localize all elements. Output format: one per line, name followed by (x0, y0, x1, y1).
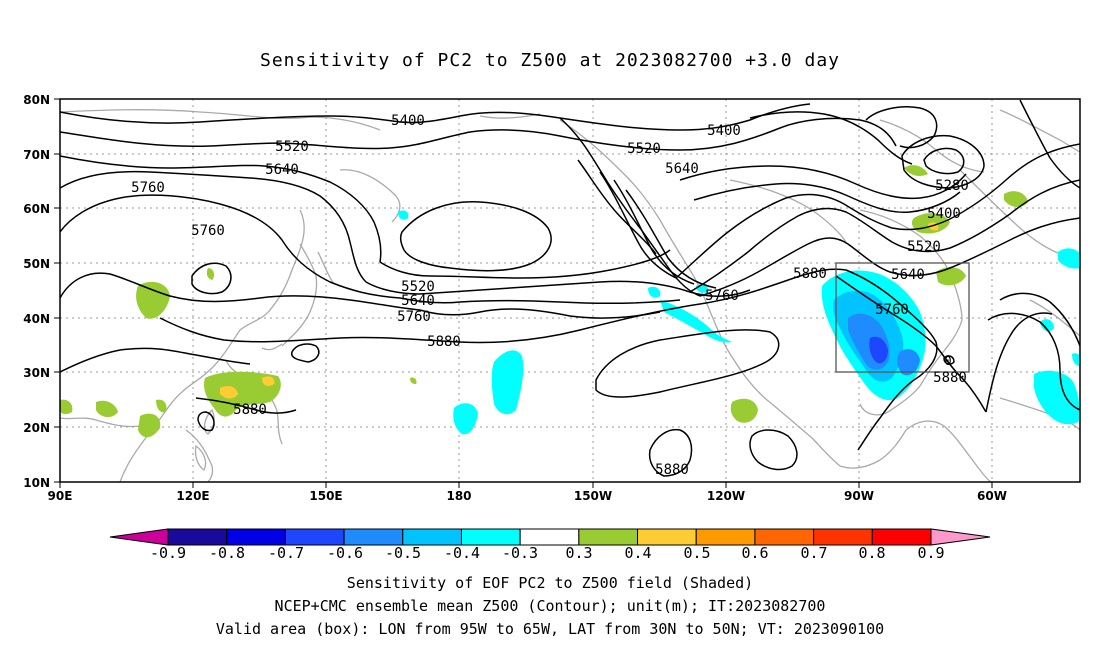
colorbar-label: 0.9 (917, 544, 944, 562)
colorbar-label: -0.7 (268, 544, 304, 562)
lat-tick-label: 50N (23, 257, 50, 271)
colorbar-swatch (695, 528, 756, 546)
footer-valid-area: Valid area (box): LON from 95W to 65W, L… (215, 620, 885, 638)
contour-label-layer: 5400 5400 5520 5520 5640 5640 5760 5760 … (131, 113, 969, 478)
contour-label: 5520 (401, 279, 435, 295)
colorbar-swatch (519, 528, 580, 546)
contour-label: 5640 (665, 161, 699, 177)
footer-contour-description: NCEP+CMC ensemble mean Z500 (Contour); u… (274, 597, 826, 615)
lon-tick-label: 60W (977, 489, 1007, 503)
colorbar-label: 0.8 (858, 544, 885, 562)
colorbar-label: -0.4 (444, 544, 480, 562)
colorbar-high-triangle (930, 528, 991, 546)
colorbar-swatch (226, 528, 286, 546)
contour-label: 5520 (907, 239, 941, 255)
contour-label: 0 (944, 354, 951, 368)
colorbar-swatch (813, 528, 873, 546)
colorbar-label: -0.5 (385, 544, 421, 562)
contour-label: 5880 (933, 370, 967, 386)
lon-tick-label: 120E (176, 489, 209, 503)
colorbar (109, 528, 991, 546)
contour-label: 5640 (891, 267, 925, 283)
colorbar-swatch (284, 528, 345, 546)
lat-axis: 80N 70N 60N 50N 40N 30N 20N 10N (23, 93, 50, 490)
contour-label: 5760 (397, 309, 431, 325)
contour-label: 5760 (131, 180, 165, 196)
contour-label: 5880 (793, 266, 827, 282)
colorbar-label: -0.9 (150, 544, 186, 562)
colorbar-label: 0.3 (565, 544, 592, 562)
contour-label: 5640 (401, 293, 435, 309)
colorbar-label: -0.6 (327, 544, 363, 562)
contour-label: 5760 (191, 223, 225, 239)
contour-label: 5880 (427, 334, 461, 350)
colorbar-label: 0.5 (683, 544, 710, 562)
lat-tick-label: 20N (23, 421, 50, 435)
lon-tick-label: 90E (48, 489, 73, 503)
contour-label: 5760 (705, 288, 739, 304)
contour-label: 5640 (265, 162, 299, 178)
colorbar-swatch (167, 528, 228, 546)
lat-tick-label: 40N (23, 312, 50, 326)
colorbar-swatch (754, 528, 815, 546)
lon-tick-label: 120W (707, 489, 745, 503)
lon-tick-label: 150W (574, 489, 612, 503)
lon-tick-label: 90W (844, 489, 874, 503)
contour-label: 5760 (875, 302, 909, 318)
footer-shading-description: Sensitivity of EOF PC2 to Z500 field (Sh… (346, 574, 754, 592)
contour-label: 5400 (707, 123, 741, 139)
contour-label: 5520 (627, 141, 661, 157)
lon-tick-label: 150E (309, 489, 342, 503)
lat-tick-label: 70N (23, 148, 50, 162)
contour-label: 5400 (391, 113, 425, 129)
colorbar-label: -0.8 (209, 544, 245, 562)
colorbar-low-triangle (109, 528, 169, 546)
lat-tick-label: 10N (23, 476, 50, 490)
map-frame (59, 98, 1081, 483)
lat-tick-label: 60N (23, 202, 50, 216)
colorbar-swatch (343, 528, 404, 546)
colorbar-swatch (578, 528, 639, 546)
colorbar-label: 0.7 (800, 544, 827, 562)
map-title: Sensitivity of PC2 to Z500 at 2023082700… (259, 50, 840, 71)
colorbar-swatch (871, 528, 932, 546)
colorbar-labels: -0.9 -0.8 -0.7 -0.6 -0.5 -0.4 -0.3 0.3 0… (150, 544, 945, 562)
colorbar-label: 0.4 (624, 544, 651, 562)
contour-label: 5280 (935, 178, 969, 194)
z500-contours (60, 99, 1080, 477)
contour-label: 5400 (927, 206, 961, 222)
contour-label: 5520 (275, 139, 309, 155)
lat-tick-label: 80N (23, 93, 50, 107)
sensitivity-shading (60, 165, 1080, 438)
colorbar-swatch (637, 528, 697, 546)
colorbar-label: -0.3 (502, 544, 538, 562)
valid-area-box (835, 262, 970, 373)
lat-tick-label: 30N (23, 366, 50, 380)
contour-label: 5880 (233, 402, 267, 418)
colorbar-swatch (402, 528, 462, 546)
contour-label: 5880 (655, 462, 689, 478)
axis-ticks (54, 98, 993, 488)
colorbar-label: 0.6 (741, 544, 768, 562)
lon-tick-label: 180 (446, 489, 471, 503)
colorbar-swatch (460, 528, 521, 546)
lon-axis: 90E 120E 150E 180 150W 120W 90W 60W (48, 489, 1007, 503)
